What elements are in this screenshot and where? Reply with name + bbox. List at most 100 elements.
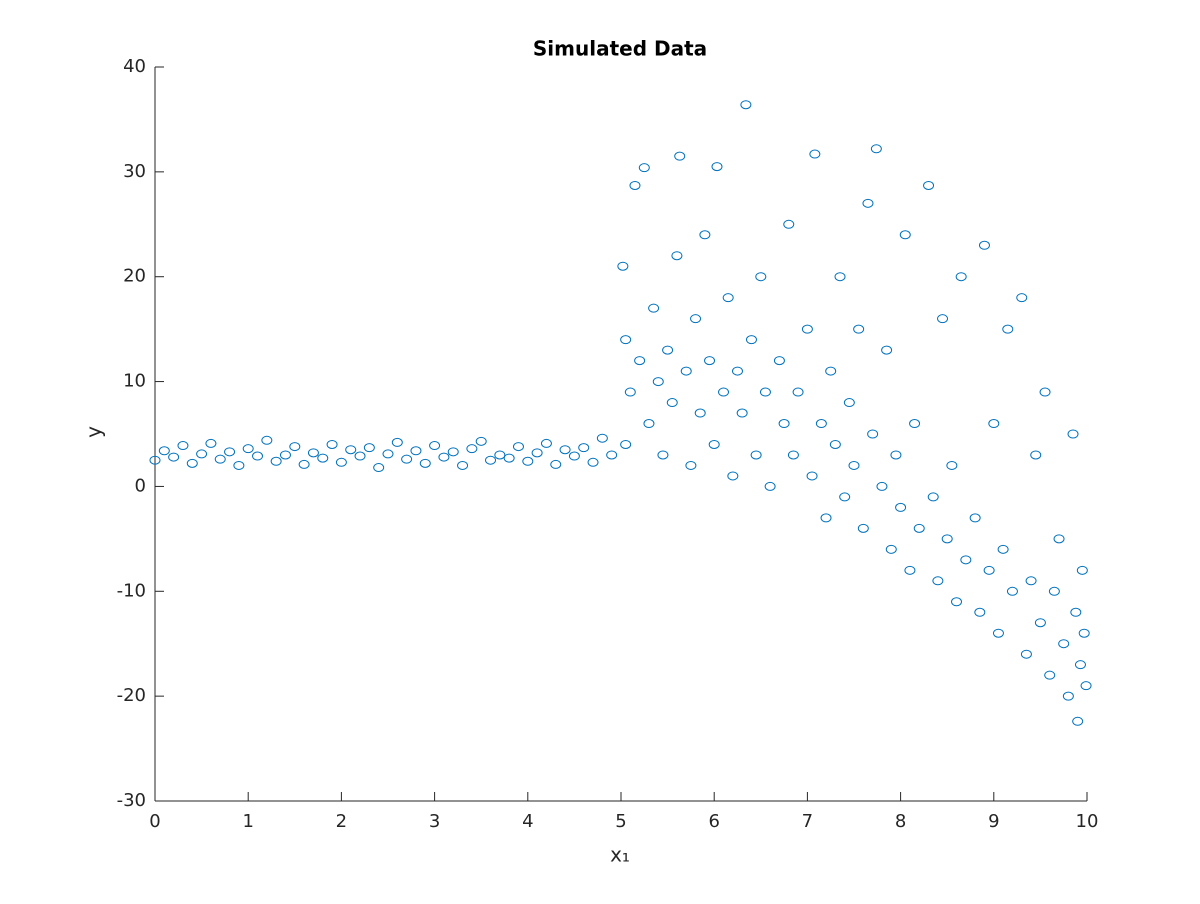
point — [708, 439, 720, 449]
point — [587, 457, 599, 467]
point — [722, 293, 734, 303]
point — [252, 451, 264, 461]
point — [662, 345, 674, 355]
point — [870, 144, 882, 154]
point — [913, 523, 925, 533]
point — [447, 447, 459, 457]
point — [634, 356, 646, 366]
point — [149, 455, 161, 465]
point — [540, 438, 552, 448]
point — [307, 448, 319, 458]
y-tick-label: 30 — [123, 161, 146, 182]
point — [778, 419, 790, 429]
point — [1048, 586, 1060, 596]
point — [648, 303, 660, 313]
x-tick-label: 7 — [802, 811, 813, 832]
point — [801, 324, 813, 334]
point — [643, 419, 655, 429]
point — [969, 513, 981, 523]
point — [839, 492, 851, 502]
point — [792, 387, 804, 397]
point — [1076, 565, 1088, 575]
point — [620, 439, 632, 449]
point — [783, 219, 795, 229]
point — [927, 492, 939, 502]
point — [335, 457, 347, 467]
x-tick-label: 6 — [708, 811, 719, 832]
point — [787, 450, 799, 460]
point — [862, 198, 874, 208]
point — [1078, 628, 1090, 638]
chart-title: Simulated Data — [533, 37, 707, 61]
point — [685, 460, 697, 470]
point — [559, 445, 571, 455]
point — [843, 398, 855, 408]
point — [951, 597, 963, 607]
point — [694, 408, 706, 418]
point — [1030, 450, 1042, 460]
point — [932, 576, 944, 586]
point — [233, 460, 245, 470]
y-tick-label: -10 — [117, 580, 146, 601]
point — [578, 443, 590, 453]
point — [531, 448, 543, 458]
point — [745, 335, 757, 345]
y-tick-label: -30 — [117, 790, 146, 811]
point — [224, 447, 236, 457]
point — [1039, 387, 1051, 397]
x-tick-label: 4 — [522, 811, 533, 832]
point — [1072, 716, 1084, 726]
point — [759, 387, 771, 397]
point — [354, 451, 366, 461]
x-tick-label: 0 — [149, 811, 160, 832]
x-tick-label: 1 — [242, 811, 253, 832]
point — [1006, 586, 1018, 596]
point — [974, 607, 986, 617]
point — [1020, 649, 1032, 659]
y-tick-label: 40 — [123, 56, 146, 77]
point — [1067, 429, 1079, 439]
point — [429, 441, 441, 451]
point — [988, 419, 1000, 429]
point — [1002, 324, 1014, 334]
point — [289, 442, 301, 452]
point — [512, 442, 524, 452]
point — [158, 446, 170, 456]
point — [568, 451, 580, 461]
point — [764, 481, 776, 491]
point — [895, 502, 907, 512]
point — [270, 456, 282, 466]
point — [704, 356, 716, 366]
x-tick-label: 3 — [429, 811, 440, 832]
point — [853, 324, 865, 334]
point — [937, 314, 949, 324]
point — [815, 419, 827, 429]
point — [718, 387, 730, 397]
point — [391, 437, 403, 447]
point — [177, 441, 189, 451]
point — [992, 628, 1004, 638]
point — [494, 450, 506, 460]
point — [1080, 681, 1092, 691]
point — [740, 100, 752, 110]
point — [857, 523, 869, 533]
point — [168, 452, 180, 462]
point — [820, 513, 832, 523]
point — [736, 408, 748, 418]
point — [750, 450, 762, 460]
point — [727, 471, 739, 481]
y-tick-label: 0 — [135, 475, 146, 496]
point — [960, 555, 972, 565]
point — [806, 471, 818, 481]
point — [363, 443, 375, 453]
point — [419, 458, 431, 468]
point — [829, 439, 841, 449]
point — [503, 453, 515, 463]
point — [522, 456, 534, 466]
point — [205, 438, 217, 448]
point — [1044, 670, 1056, 680]
y-tick-label: 20 — [123, 266, 146, 287]
point — [652, 377, 664, 387]
point — [401, 454, 413, 464]
